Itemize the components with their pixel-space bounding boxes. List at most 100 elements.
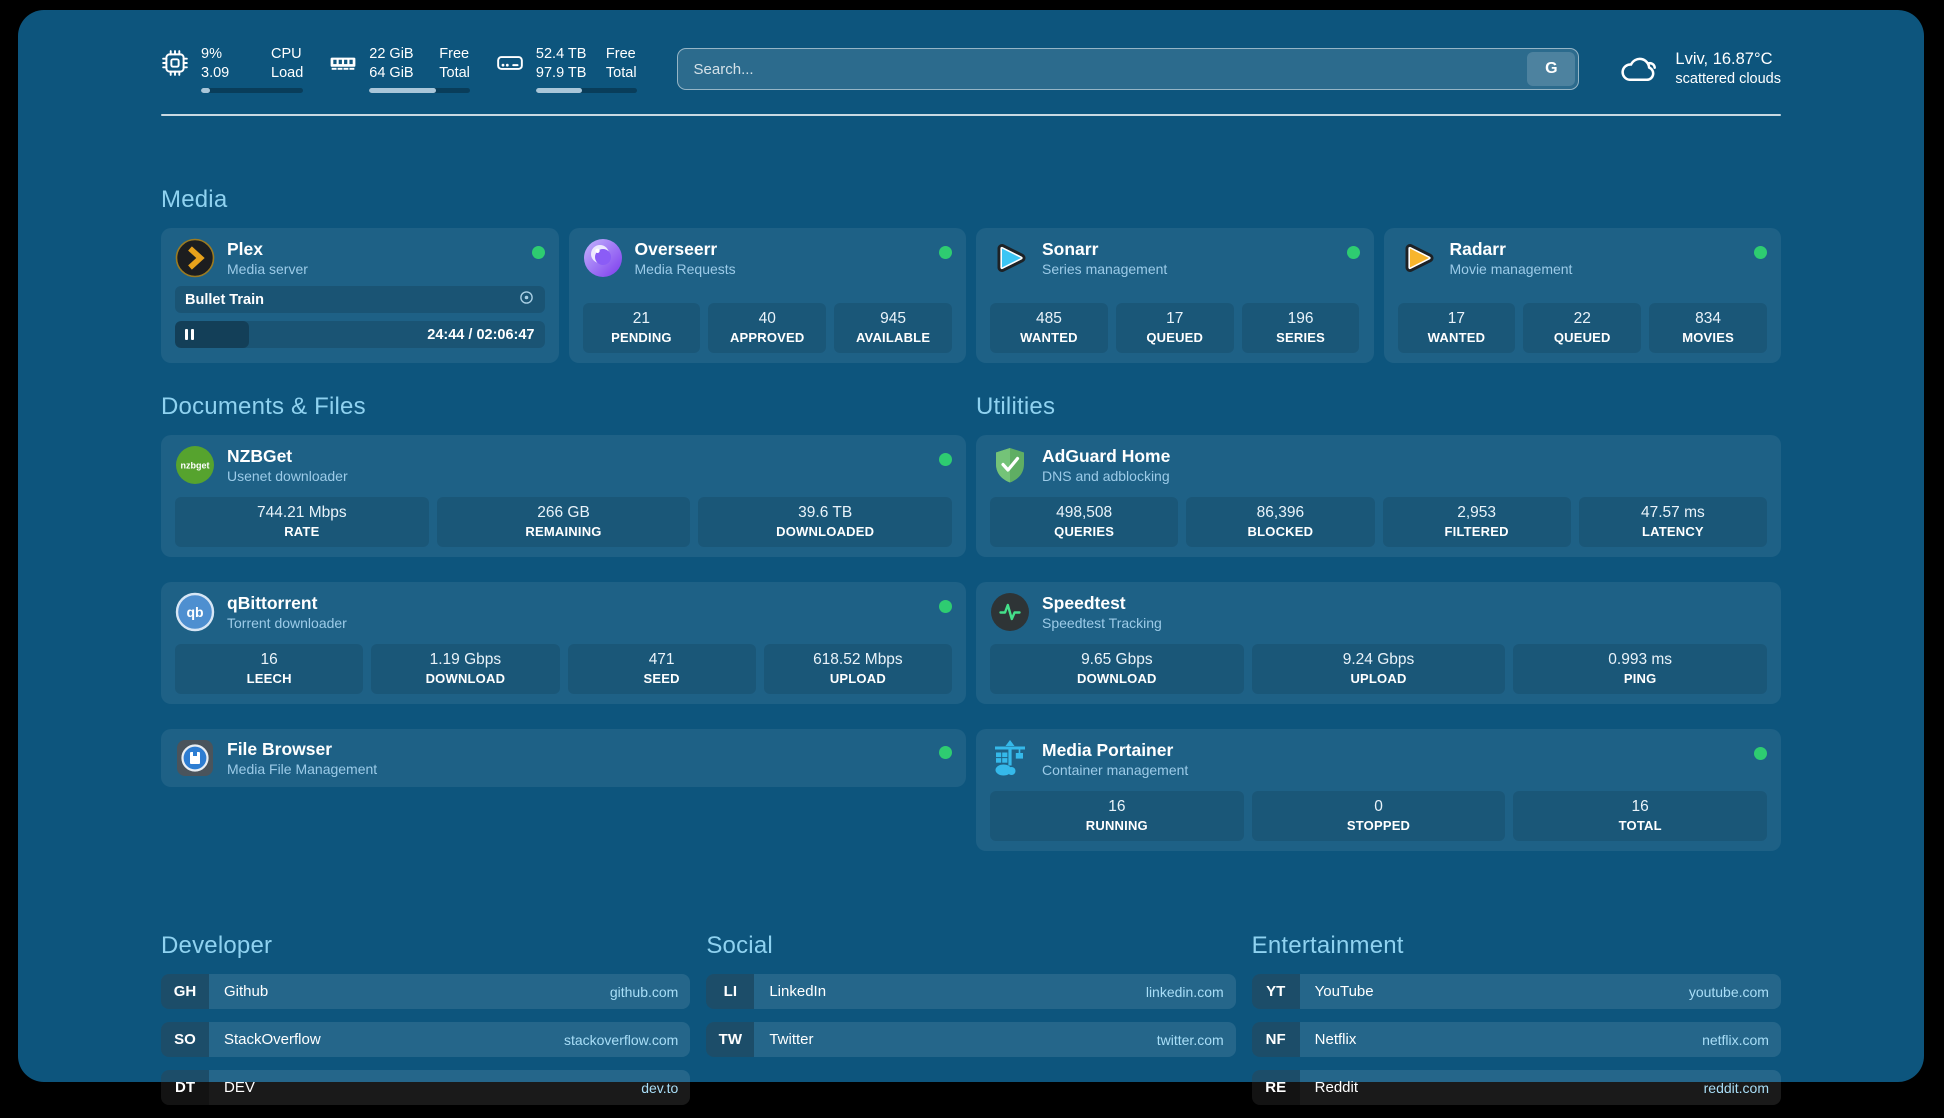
bookmark-group-title: Social: [706, 932, 773, 959]
bookmark-url: netflix.com: [1702, 1031, 1769, 1048]
ram-free-value: 22 GiB: [369, 46, 414, 63]
bookmark-stackoverflow[interactable]: SO StackOverflow stackoverflow.com: [161, 1022, 691, 1057]
svg-text:qb: qb: [186, 604, 203, 620]
bookmark-abbr: RE: [1251, 1070, 1300, 1105]
stat-wanted: 485 WANTED: [990, 303, 1108, 353]
topbar-divider: [161, 114, 1781, 116]
bookmark-github[interactable]: GH Github github.com: [161, 974, 691, 1009]
bookmark-twitter[interactable]: TW Twitter twitter.com: [706, 1022, 1236, 1057]
svg-text:nzbget: nzbget: [181, 461, 210, 471]
cpu-load-value: 3.09: [201, 65, 230, 81]
memory-stat: 22 GiB 64 GiB Free Total: [329, 45, 470, 93]
status-dot-online: [1754, 246, 1767, 259]
section-utilities: Utilities AdGuard Home: [976, 393, 1781, 876]
search-engine-button[interactable]: G: [1527, 52, 1576, 86]
app-name: Overseerr: [634, 238, 718, 259]
bookmark-url: youtube.com: [1688, 983, 1769, 1000]
stat-seed: 471 SEED: [567, 644, 756, 694]
overseerr-icon: [583, 238, 623, 278]
bookmark-group-entertainment: Entertainment YT YouTube youtube.com NF …: [1251, 932, 1781, 1118]
bookmark-dev[interactable]: DT DEV dev.to: [161, 1070, 691, 1105]
stat-queued: 17 QUEUED: [1115, 303, 1234, 353]
stat-download: 9.65 Gbps DOWNLOAD: [990, 644, 1244, 694]
app-name: qBittorrent: [227, 592, 318, 613]
stat-movies: 834 MOVIES: [1649, 303, 1767, 353]
app-card-nzbget[interactable]: nzbget NZBGet Usenet downloader 744.21 M…: [161, 435, 966, 557]
app-name: Radarr: [1449, 238, 1506, 259]
portainer-icon: [990, 739, 1030, 779]
bookmark-url: stackoverflow.com: [563, 1031, 679, 1048]
status-dot-online: [939, 246, 952, 259]
status-dot-online: [939, 746, 952, 759]
app-card-adguard[interactable]: AdGuard Home DNS and adblocking 498,508 Q…: [976, 435, 1781, 557]
bookmark-url: reddit.com: [1703, 1079, 1769, 1096]
stat-blocked: 86,396 BLOCKED: [1186, 497, 1375, 547]
cpu-label: CPU: [271, 46, 302, 63]
bookmark-youtube[interactable]: YT YouTube youtube.com: [1251, 974, 1781, 1009]
section-title-utilities: Utilities: [976, 393, 1056, 420]
app-card-overseerr[interactable]: Overseerr Media Requests 21 PENDING 40 APP…: [568, 228, 966, 363]
speedtest-icon: [990, 592, 1030, 632]
stat-upload: 618.52 Mbps UPLOAD: [763, 644, 952, 694]
stat-leech: 16 LEECH: [175, 644, 364, 694]
search-input[interactable]: [676, 48, 1580, 90]
app-card-portainer[interactable]: Media Portainer Container management 16 R…: [976, 729, 1781, 851]
search-bar: G: [676, 48, 1580, 90]
app-card-qbittorrent[interactable]: qb qBittorrent Torrent downloader 16 LEEC…: [161, 582, 966, 704]
bookmark-name: Twitter: [769, 1031, 814, 1048]
stat-approved: 40 APPROVED: [708, 303, 827, 353]
session-details-icon[interactable]: [518, 289, 535, 310]
cpu-icon: [161, 49, 189, 77]
stat-latency: 47.57 ms LATENCY: [1578, 497, 1767, 547]
bookmark-name: YouTube: [1314, 983, 1374, 1000]
bookmark-name: Github: [224, 983, 269, 1000]
bookmark-reddit[interactable]: RE Reddit reddit.com: [1251, 1070, 1781, 1105]
ram-progress-bar: [369, 87, 470, 93]
app-name: Plex: [227, 238, 263, 259]
stat-available: 945 AVAILABLE: [834, 303, 952, 353]
pause-icon[interactable]: [185, 329, 194, 340]
ram-total-label: Total: [439, 65, 470, 81]
ram-free-label: Free: [439, 46, 470, 63]
app-name: Sonarr: [1042, 238, 1099, 259]
stat-queries: 498,508 QUERIES: [990, 497, 1179, 547]
disk-icon: [496, 49, 524, 77]
app-subtitle: Movie management: [1449, 260, 1573, 277]
bookmark-group-title: Developer: [161, 932, 273, 959]
stat-download: 1.19 Gbps DOWNLOAD: [371, 644, 560, 694]
weather-condition: scattered clouds: [1675, 71, 1781, 88]
app-subtitle: Media File Management: [227, 760, 378, 777]
stat-stopped: 0 STOPPED: [1251, 791, 1506, 841]
system-stats: 9% 3.09 CPU Load: [161, 45, 637, 93]
stat-downloaded: 39.6 TB DOWNLOADED: [698, 497, 953, 547]
app-card-plex[interactable]: Plex Media server Bullet Train: [161, 228, 559, 363]
disk-total-label: Total: [605, 65, 637, 81]
bookmark-linkedin[interactable]: LI LinkedIn linkedin.com: [706, 974, 1236, 1009]
playback-progress-row[interactable]: 24:44 / 02:06:47: [175, 321, 545, 348]
bookmark-netflix[interactable]: NF Netflix netflix.com: [1251, 1022, 1781, 1057]
app-card-radarr[interactable]: Radarr Movie management 17 WANTED 22 QUEUE…: [1383, 228, 1781, 363]
stat-ping: 0.993 ms PING: [1513, 644, 1768, 694]
bookmark-abbr: YT: [1251, 974, 1300, 1009]
section-title-documents: Documents & Files: [161, 393, 366, 420]
app-name: NZBGet: [227, 445, 293, 466]
disk-free-label: Free: [605, 46, 636, 63]
stat-filtered: 2,953 FILTERED: [1382, 497, 1571, 547]
cpu-load-label: Load: [271, 65, 304, 81]
bookmark-group-title: Entertainment: [1251, 932, 1404, 959]
adguard-icon: [990, 445, 1030, 485]
stat-queued: 22 QUEUED: [1523, 303, 1642, 353]
bookmark-name: Reddit: [1314, 1079, 1359, 1096]
app-card-sonarr[interactable]: Sonarr Series management 485 WANTED 17 QUE…: [976, 228, 1374, 363]
weather-widget[interactable]: Lviv, 16.87°C scattered clouds: [1619, 49, 1781, 89]
disk-total-value: 97.9 TB: [535, 65, 587, 81]
stat-upload: 9.24 Gbps UPLOAD: [1251, 644, 1506, 694]
stat-total: 16 TOTAL: [1513, 791, 1768, 841]
bookmark-abbr: TW: [706, 1022, 755, 1057]
app-card-filebrowser[interactable]: File Browser Media File Management: [161, 729, 966, 787]
section-documents: Documents & Files nzbget NZBGet Usenet d: [161, 393, 966, 876]
app-card-speedtest[interactable]: Speedtest Speedtest Tracking 9.65 Gbps DO…: [976, 582, 1781, 704]
bookmark-name: LinkedIn: [769, 983, 827, 1000]
nzbget-icon: nzbget: [175, 445, 215, 485]
stat-rate: 744.21 Mbps RATE: [175, 497, 429, 547]
